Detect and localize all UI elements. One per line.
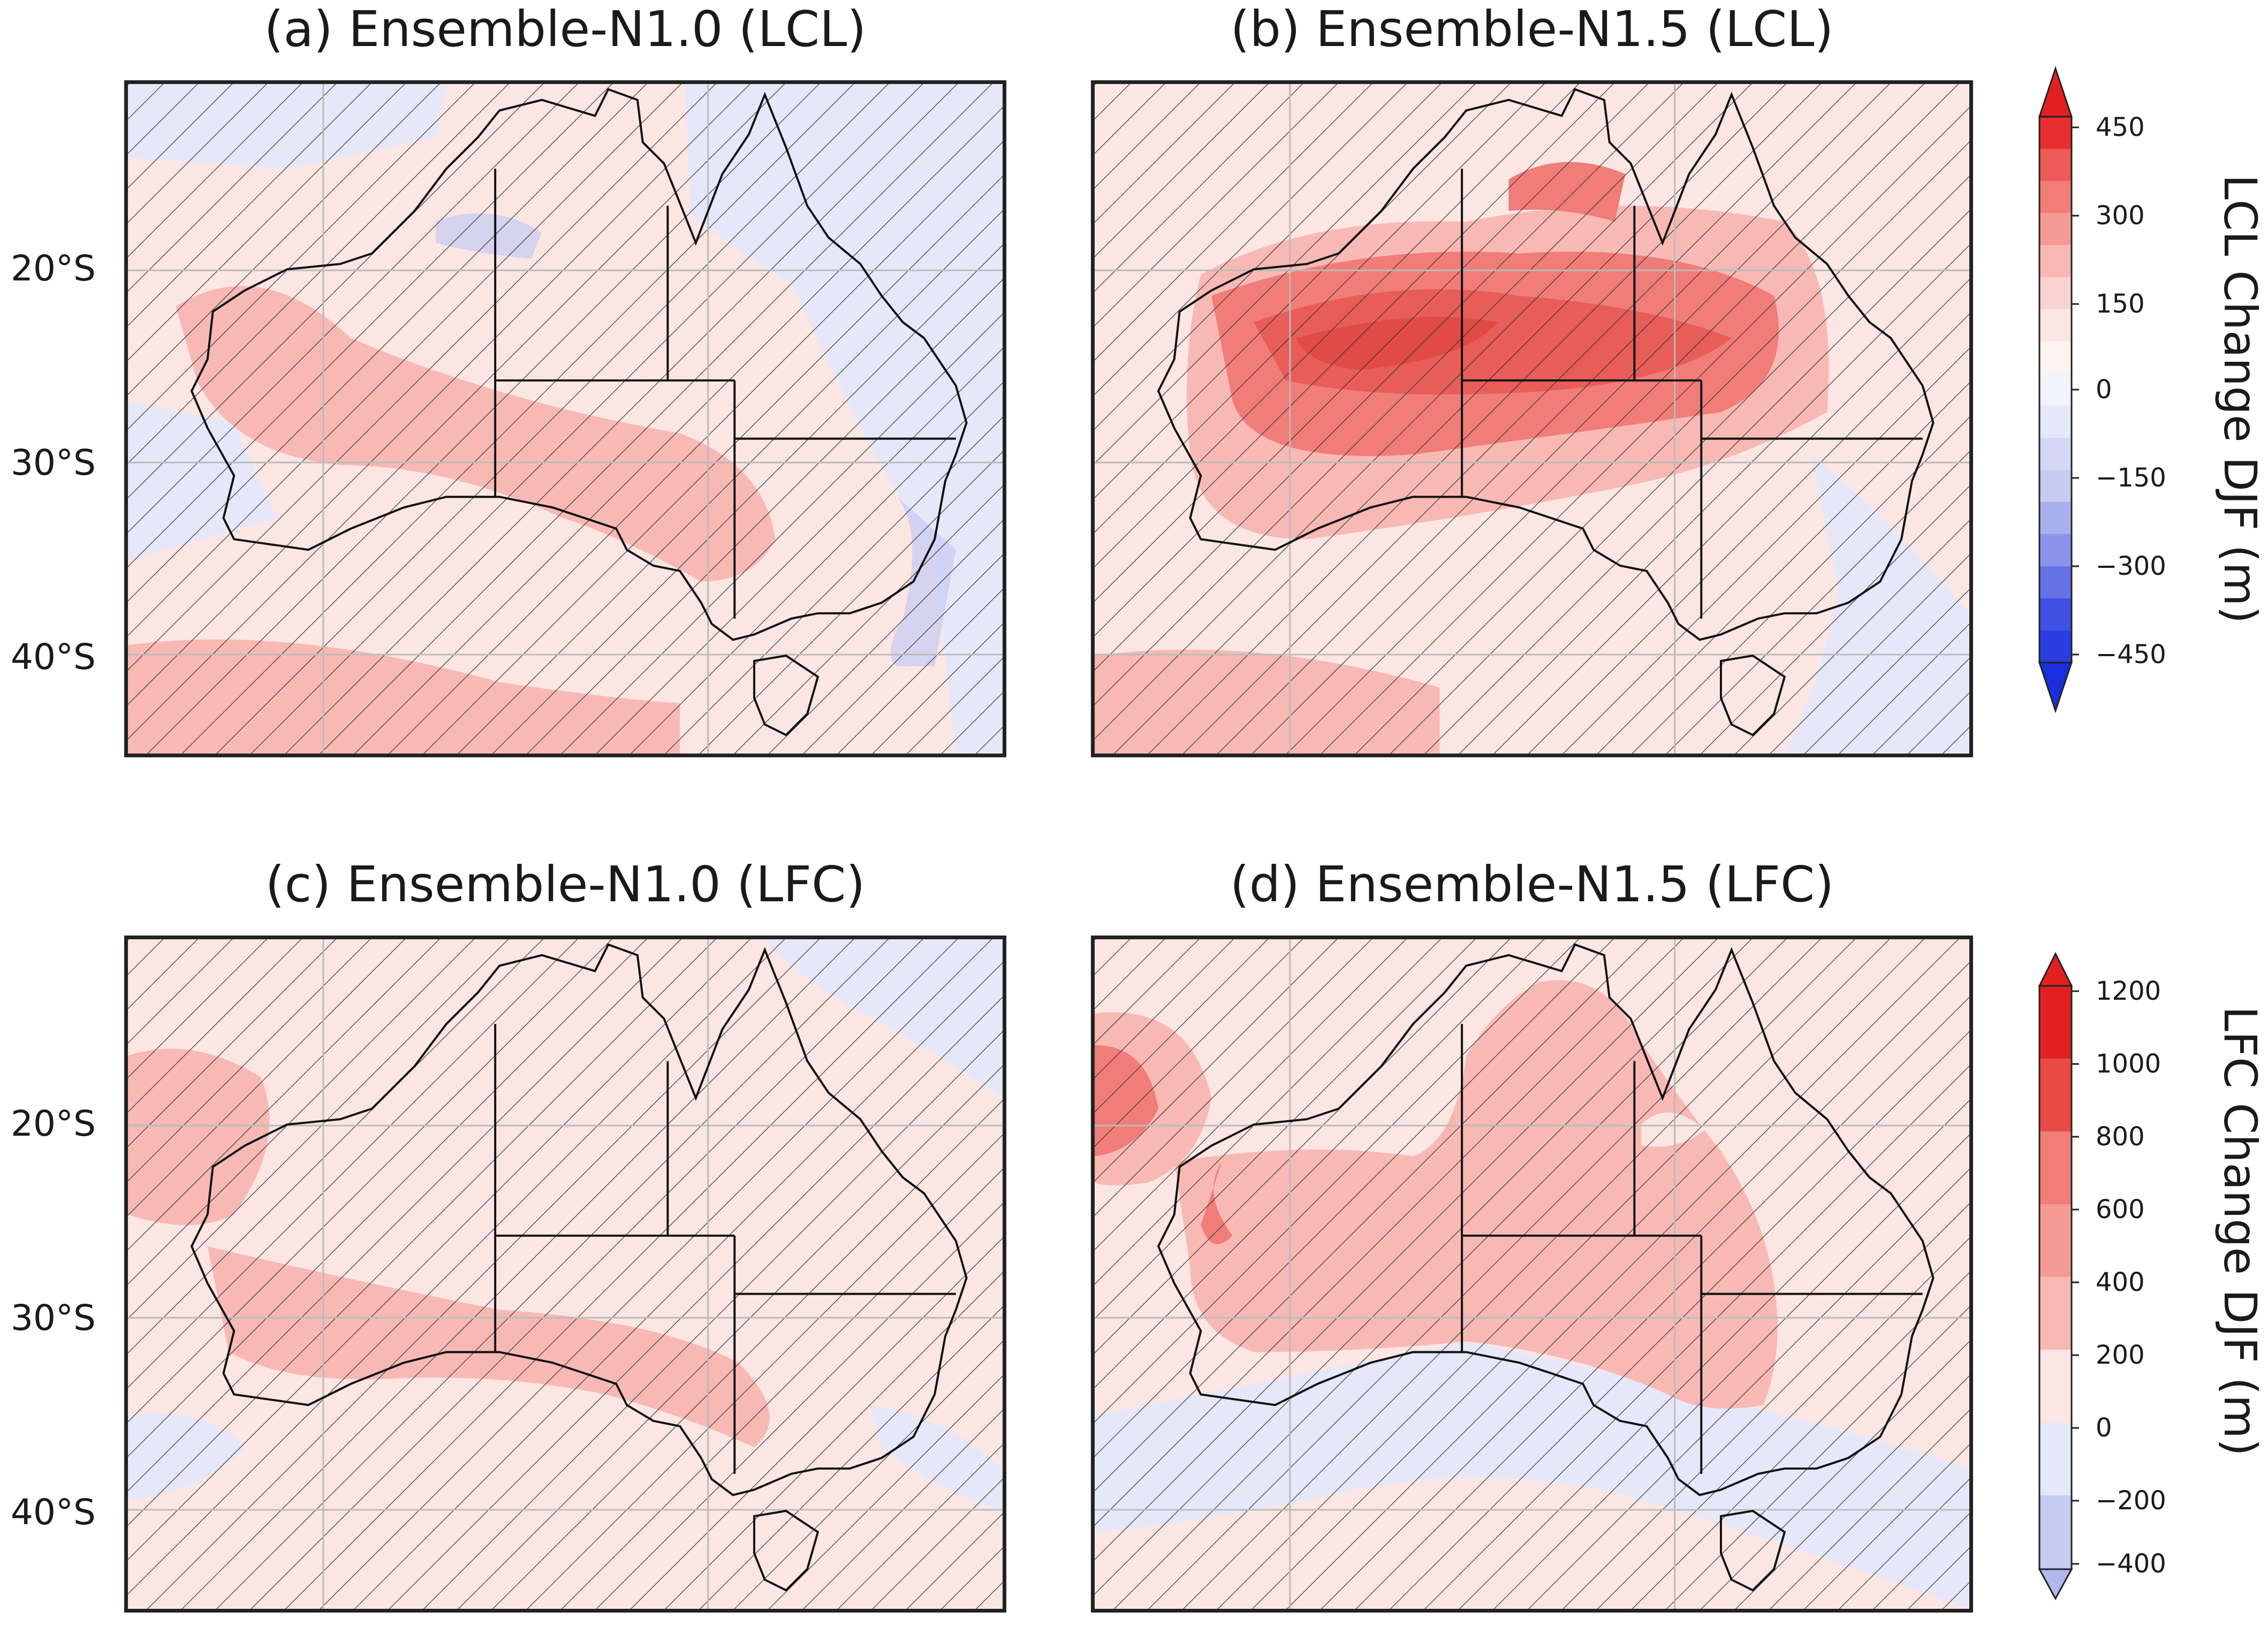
colorbar-lfc: 1200 1000 800 600 400 200 0 −200 −400 LF… [2023, 948, 2266, 1601]
map-a-overlay [128, 84, 1003, 754]
lat-label-top-30s: 30°S [11, 442, 96, 483]
panel-title-d: (d) Ensemble-N1.5 (LFC) [1230, 856, 1834, 913]
map-a [124, 80, 1006, 757]
colorbar-lfc-tick-neg400: −400 [2096, 1549, 2166, 1579]
map-b-overlay [1095, 84, 1969, 754]
colorbar-lfc-tick-0: 0 [2096, 1413, 2112, 1443]
panel-c: (c) Ensemble-N1.0 (LFC) [124, 856, 1006, 1613]
colorbar-lfc-label: LFC Change DJF (m) [2214, 1006, 2266, 1456]
lat-label-bottom-20s: 20°S [11, 1103, 96, 1144]
lat-label-top-20s: 20°S [11, 248, 96, 289]
colorbar-lfc-bar [2038, 952, 2079, 1601]
lat-label-bottom-30s: 30°S [11, 1297, 96, 1339]
colorbar-lfc-tick-200: 200 [2096, 1340, 2145, 1370]
map-d-overlay [1095, 939, 1969, 1609]
map-c-overlay [128, 939, 1003, 1609]
colorbar-lcl-tick-300: 300 [2096, 201, 2145, 231]
colorbar-lcl-tick-neg450: −450 [2096, 640, 2166, 670]
lat-label-bottom-40s: 40°S [11, 1492, 96, 1533]
colorbar-lfc-tick-800: 800 [2096, 1122, 2145, 1152]
colorbar-lcl-label: LCL Change DJF (m) [2214, 174, 2266, 624]
colorbar-lfc-tick-neg200: −200 [2096, 1486, 2166, 1516]
colorbar-lcl-bar [2038, 66, 2079, 713]
colorbar-lfc-tick-1200: 1200 [2096, 976, 2161, 1006]
panel-title-c: (c) Ensemble-N1.0 (LFC) [265, 856, 866, 913]
colorbar-lfc-tick-600: 600 [2096, 1195, 2145, 1225]
panel-title-b: (b) Ensemble-N1.5 (LCL) [1230, 1, 1834, 58]
panel-b: (b) Ensemble-N1.5 (LCL) [1091, 1, 1973, 757]
colorbar-lfc-tick-400: 400 [2096, 1267, 2145, 1297]
panel-a: (a) Ensemble-N1.0 (LCL) [124, 1, 1006, 757]
map-d [1091, 936, 1973, 1613]
colorbar-lcl-tick-neg150: −150 [2096, 463, 2166, 493]
colorbar-lfc-tick-1000: 1000 [2096, 1049, 2161, 1079]
panel-d: (d) Ensemble-N1.5 (LFC) [1091, 856, 1973, 1613]
colorbar-lcl: 450 300 150 0 −150 −300 −450 LCL Change … [2023, 63, 2266, 716]
colorbar-lcl-tick-0: 0 [2096, 375, 2112, 405]
panel-title-a: (a) Ensemble-N1.0 (LCL) [264, 1, 867, 58]
colorbar-lcl-tick-neg300: −300 [2096, 551, 2166, 581]
map-b [1091, 80, 1973, 757]
colorbar-lcl-tick-150: 150 [2096, 289, 2145, 319]
colorbar-lcl-tick-450: 450 [2096, 112, 2145, 142]
lat-label-top-40s: 40°S [11, 636, 96, 678]
map-c [124, 936, 1006, 1613]
